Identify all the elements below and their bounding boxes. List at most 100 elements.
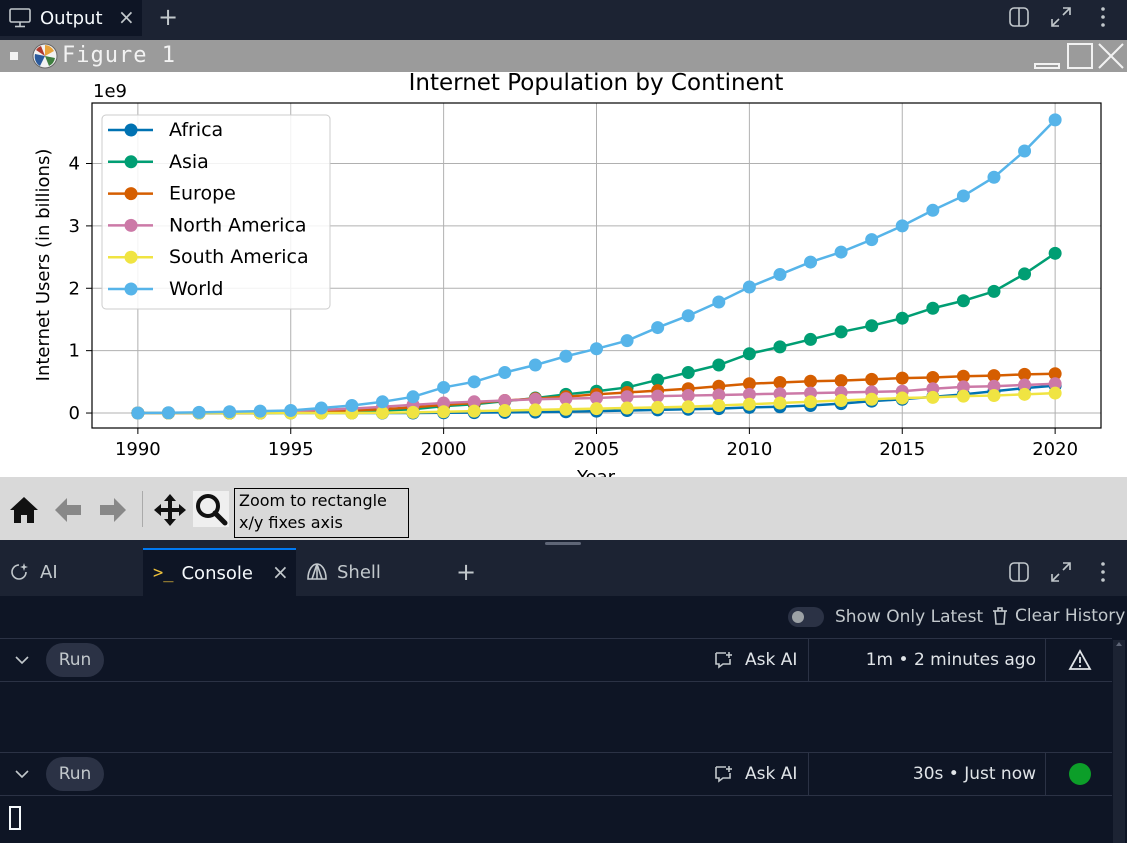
terminal-prompt-icon: >_ — [153, 563, 174, 583]
data-point-world — [528, 358, 542, 372]
ask-ai-button[interactable]: Ask AI — [714, 764, 797, 784]
data-point-asia — [956, 294, 970, 308]
trash-icon — [993, 607, 1007, 625]
data-point-world — [498, 365, 512, 379]
data-point-world — [345, 399, 359, 413]
data-point-asia — [651, 373, 665, 387]
tab-output[interactable]: Output × — [0, 0, 142, 36]
data-point-asia — [895, 311, 909, 325]
data-point-north-america — [773, 387, 787, 401]
data-point-south-america — [437, 405, 451, 419]
shell-icon — [307, 563, 327, 580]
data-point-world — [467, 375, 481, 389]
panel-resize-handle[interactable] — [545, 542, 581, 545]
scroll-up-arrow-icon[interactable] — [1116, 642, 1122, 646]
add-tab-icon[interactable]: + — [158, 3, 179, 31]
data-point-south-america — [681, 400, 695, 414]
run-entry: Run Ask AI 30s • Just now — [0, 753, 1112, 795]
x-tick-label: 2020 — [1032, 439, 1078, 460]
magnifier-icon — [196, 494, 228, 526]
legend-label-asia: Asia — [169, 151, 209, 173]
data-point-south-america — [375, 406, 389, 420]
data-point-world — [926, 203, 940, 217]
data-point-north-america — [742, 387, 756, 401]
data-point-north-america — [1018, 378, 1032, 392]
maximize-icon[interactable] — [1050, 561, 1072, 583]
data-point-world — [161, 406, 175, 420]
chevron-down-icon[interactable] — [14, 768, 30, 780]
data-point-asia — [712, 358, 726, 372]
minimize-window-icon[interactable] — [1034, 42, 1060, 70]
forward-arrow-icon[interactable] — [98, 495, 128, 525]
split-pane-icon[interactable] — [1008, 561, 1030, 583]
scrollbar[interactable] — [1113, 640, 1125, 843]
maximize-window-icon[interactable] — [1066, 42, 1094, 70]
chevron-down-icon[interactable] — [14, 654, 30, 666]
data-point-world — [223, 405, 237, 419]
data-point-asia — [926, 301, 940, 315]
warning-icon — [1068, 649, 1092, 670]
data-point-world — [375, 395, 389, 409]
close-console-tab-icon[interactable]: × — [272, 560, 289, 584]
close-icon[interactable]: × — [118, 5, 135, 29]
figure-titlebar: Figure 1 — [0, 40, 1127, 72]
close-window-icon[interactable] — [1097, 42, 1125, 70]
plot-frame — [91, 102, 1102, 429]
data-point-world — [1048, 113, 1062, 127]
run-time: 1m • 2 minutes ago — [865, 650, 1036, 670]
console-content: Show Only Latest Clear History Run Ask A… — [0, 596, 1127, 843]
pan-move-icon[interactable] — [153, 493, 187, 527]
zoom-button[interactable] — [193, 491, 229, 527]
window-menu-icon[interactable] — [10, 52, 18, 60]
legend-box — [101, 114, 331, 310]
data-point-europe — [804, 374, 818, 388]
data-point-asia — [681, 365, 695, 379]
tab-output-label: Output — [40, 7, 103, 29]
legend-label-world: World — [169, 278, 223, 300]
tab-shell[interactable]: Shell — [297, 548, 439, 596]
more-options-icon[interactable] — [1098, 561, 1108, 583]
tab-console[interactable]: >_ Console × — [143, 548, 296, 596]
ask-ai-button[interactable]: Ask AI — [714, 650, 797, 670]
y-axis-label: Internet Users (in billions) — [33, 149, 54, 382]
back-arrow-icon[interactable] — [53, 495, 83, 525]
data-point-south-america — [590, 402, 603, 416]
data-point-north-america — [987, 379, 1001, 393]
more-options-icon[interactable] — [1098, 6, 1108, 28]
y-tick-label: 0 — [69, 403, 80, 424]
data-point-europe — [987, 369, 1001, 383]
clear-history-button[interactable]: Clear History — [992, 606, 1125, 626]
console-panel: AI >_ Console × Shell + Show Only Latest — [0, 548, 1127, 843]
data-point-south-america — [987, 389, 1001, 403]
data-point-south-america — [926, 390, 940, 404]
maximize-icon[interactable] — [1050, 6, 1072, 28]
legend: Africa Asia Europe North America South Ameri… — [101, 114, 331, 310]
data-point-world — [437, 380, 451, 394]
data-point-north-america — [467, 395, 481, 409]
data-point-asia — [1048, 246, 1062, 260]
data-point-world — [314, 401, 328, 415]
data-point-north-america — [651, 389, 665, 403]
legend-marker-world — [124, 282, 138, 296]
data-point-north-america — [498, 394, 512, 408]
clear-history-label: Clear History — [1015, 606, 1126, 626]
show-only-latest-toggle[interactable] — [788, 607, 824, 627]
y-offset-text: 1e9 — [93, 81, 127, 102]
data-point-world — [590, 342, 603, 356]
chart-title: Internet Population by Continent — [409, 72, 784, 96]
home-icon[interactable] — [8, 495, 40, 525]
tab-ai-label: AI — [40, 561, 58, 583]
figure-window: Figure 1 1990 1995 2000 2005 2010 2015 2020 0 1 2… — [0, 40, 1127, 540]
add-panel-tab-icon[interactable]: + — [456, 558, 477, 586]
run-entry: Run Ask AI 1m • 2 minutes ago — [0, 639, 1112, 681]
data-point-asia — [1018, 267, 1032, 281]
data-point-europe — [895, 371, 909, 385]
text-cursor[interactable] — [9, 806, 21, 830]
data-point-south-america — [956, 389, 970, 403]
split-pane-icon[interactable] — [1008, 6, 1030, 28]
data-point-europe — [773, 375, 787, 389]
run-badge: Run — [46, 643, 104, 677]
y-tick-label: 3 — [69, 216, 80, 237]
tab-ai[interactable]: AI — [0, 548, 142, 596]
legend-marker-europe — [124, 187, 138, 201]
